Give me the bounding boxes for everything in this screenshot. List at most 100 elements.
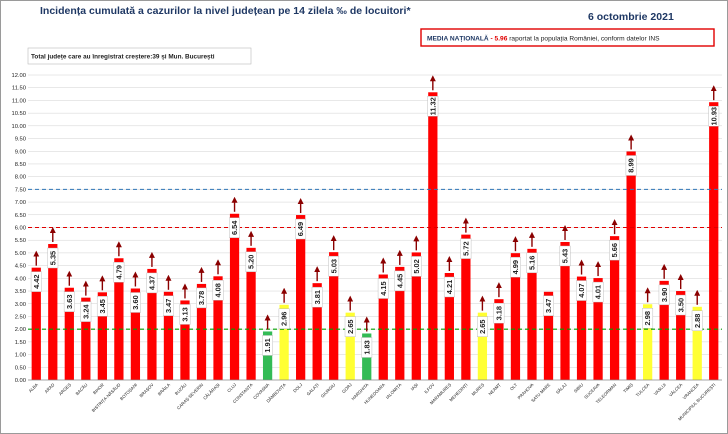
value-label: 4.07: [577, 283, 586, 297]
value-label-box: [30, 271, 42, 292]
y-tick-label: 4.00: [15, 276, 26, 282]
value-labels: 4.42 5.35 3.63 3.24 3.45 4.79 3.60 4.37 3.47 3.13…: [30, 96, 720, 358]
value-label: 3.50: [676, 298, 685, 312]
y-tick-label: 5.00: [15, 251, 26, 257]
y-tick-label: 9.00: [15, 149, 26, 155]
y-tick-labels: 0.00 0.50 1.00 1.50 2.00 2.50 3.00 3.50 4.00 4.50…: [11, 73, 26, 384]
bar: [31, 267, 41, 380]
value-label: 4.15: [379, 281, 388, 295]
bar: [246, 247, 256, 380]
value-label: 5.66: [610, 243, 619, 257]
value-label: 11.32: [428, 97, 437, 115]
value-label-box: [163, 295, 174, 317]
national-average-prefix: MEDIA NAȚIONALĂ: [427, 34, 489, 43]
national-average-frame: [420, 28, 715, 47]
y-tick-label: 6.50: [15, 213, 26, 219]
x-tick-label: ARAD: [44, 382, 56, 394]
bar: [576, 276, 587, 380]
value-label-box: [361, 337, 373, 358]
value-label: 6.54: [230, 220, 239, 235]
value-label: 3.81: [313, 290, 322, 304]
bar: [692, 306, 702, 380]
y-tick-label: 12.00: [11, 73, 26, 79]
value-label-box: [576, 280, 587, 301]
value-label-box: [642, 308, 654, 329]
value-label: 3.24: [81, 304, 90, 319]
y-tick-label: 3.50: [15, 289, 26, 295]
value-label: 3.47: [544, 299, 553, 313]
value-label-box: [80, 301, 92, 322]
bar: [130, 288, 141, 380]
y-tick-label: 9.50: [15, 137, 26, 143]
value-label: 2.88: [693, 314, 702, 328]
value-label-box: [344, 316, 356, 337]
chart-date: 6 octombrie 2021: [588, 11, 674, 23]
value-label-box: [295, 218, 307, 240]
value-label-box: [229, 217, 240, 238]
y-tick-label: 4.50: [15, 264, 26, 270]
bar: [312, 283, 322, 380]
value-label: 3.78: [197, 291, 206, 305]
bars: [31, 92, 719, 381]
y-tick-label: 7.00: [15, 200, 26, 206]
bar: [411, 252, 421, 380]
bar: [279, 304, 289, 380]
x-tick-label: OLT: [509, 382, 518, 391]
chart-title: Incidența cumulată a cazurilor la nivel …: [40, 5, 411, 17]
value-label-box: [179, 304, 191, 325]
bar: [196, 283, 207, 380]
bar: [296, 215, 306, 380]
value-label-box: [245, 251, 257, 273]
bar: [626, 151, 636, 380]
value-label-box: [410, 256, 422, 277]
national-average-separator: -: [489, 36, 495, 43]
bar: [444, 272, 454, 380]
bar: [643, 304, 653, 380]
y-tick-label: 10.50: [11, 111, 26, 117]
bar: [64, 287, 74, 380]
y-tick-label: 7.50: [15, 187, 26, 193]
value-label: 2.65: [478, 319, 487, 333]
y-tick-label: 5.50: [15, 238, 26, 244]
bar: [97, 292, 107, 380]
value-label: 2.65: [346, 319, 355, 333]
reference-lines: [28, 188, 722, 330]
value-label-box: [328, 255, 340, 277]
value-label: 1.91: [263, 338, 272, 352]
value-label: 3.90: [660, 288, 669, 302]
value-label: 5.43: [561, 249, 570, 263]
value-label-box: [47, 247, 59, 269]
value-label-box: [113, 262, 125, 283]
value-label: 4.37: [148, 276, 157, 290]
bar: [114, 258, 124, 380]
national-average-text: MEDIA NAȚIONALĂ - 5.96 raportat la popul…: [427, 34, 660, 43]
bar: [494, 299, 504, 380]
value-label-box: [609, 239, 620, 261]
national-average-box: MEDIA NAȚIONALĂ - 5.96 raportat la popul…: [420, 28, 715, 47]
value-label-box: [691, 310, 703, 331]
bar: [510, 253, 521, 380]
y-tick-label: 2.50: [15, 314, 26, 320]
value-label-box: [658, 284, 670, 306]
value-label-box: [377, 278, 389, 299]
value-label: 4.42: [32, 274, 41, 288]
value-label: 6.49: [296, 222, 305, 236]
value-label-box: [510, 256, 521, 278]
value-label-box: [96, 296, 108, 317]
y-tick-label: 2.00: [15, 327, 26, 333]
regions-note: Total județe care au înregistrat creșter…: [27, 47, 252, 65]
value-label-box: [63, 291, 75, 312]
value-label: 2.96: [280, 312, 289, 326]
value-label-box: [196, 287, 207, 309]
value-label-box: [311, 286, 323, 308]
national-average-value: 5.96: [495, 36, 508, 43]
value-label: 2.98: [643, 311, 652, 325]
bar: [428, 92, 438, 381]
value-label: 3.45: [98, 299, 107, 313]
bar: [560, 241, 570, 380]
value-label-box: [625, 155, 637, 176]
national-average-suffix: raportat la populația României, conform …: [507, 36, 660, 43]
value-label: 4.79: [114, 265, 123, 279]
bar: [527, 248, 537, 380]
value-label-box: [526, 252, 538, 274]
